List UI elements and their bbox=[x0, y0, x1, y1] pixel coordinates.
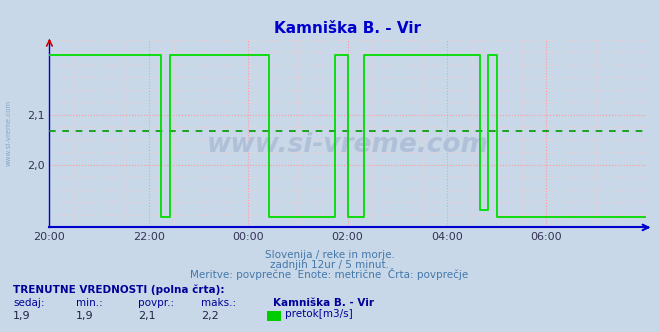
Text: pretok[m3/s]: pretok[m3/s] bbox=[285, 309, 353, 319]
Text: Kamniška B. - Vir: Kamniška B. - Vir bbox=[273, 298, 374, 308]
Text: min.:: min.: bbox=[76, 298, 103, 308]
Text: povpr.:: povpr.: bbox=[138, 298, 175, 308]
Text: TRENUTNE VREDNOSTI (polna črta):: TRENUTNE VREDNOSTI (polna črta): bbox=[13, 284, 225, 295]
Text: 2,1: 2,1 bbox=[138, 311, 156, 321]
Text: 1,9: 1,9 bbox=[76, 311, 94, 321]
Text: 2,2: 2,2 bbox=[201, 311, 219, 321]
Text: Meritve: povprečne  Enote: metrične  Črta: povprečje: Meritve: povprečne Enote: metrične Črta:… bbox=[190, 268, 469, 280]
Text: 1,9: 1,9 bbox=[13, 311, 31, 321]
Text: www.si-vreme.com: www.si-vreme.com bbox=[5, 100, 12, 166]
Text: www.si-vreme.com: www.si-vreme.com bbox=[207, 132, 488, 158]
Text: zadnjih 12ur / 5 minut.: zadnjih 12ur / 5 minut. bbox=[270, 260, 389, 270]
Title: Kamniška B. - Vir: Kamniška B. - Vir bbox=[274, 21, 421, 36]
Text: maks.:: maks.: bbox=[201, 298, 236, 308]
Text: Slovenija / reke in morje.: Slovenija / reke in morje. bbox=[264, 250, 395, 260]
Text: sedaj:: sedaj: bbox=[13, 298, 45, 308]
